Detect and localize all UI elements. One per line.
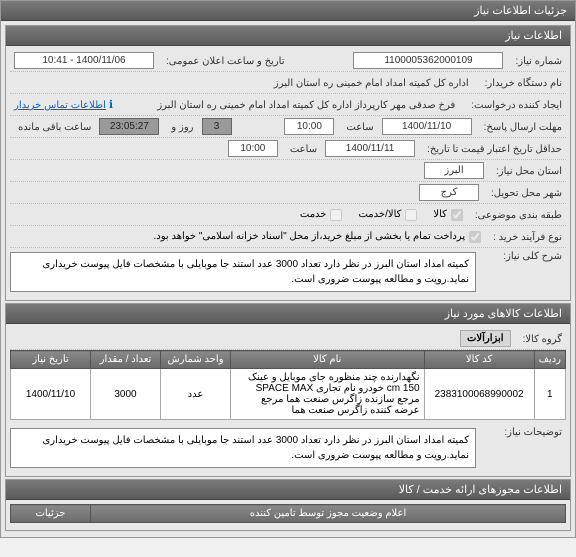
- table-cell: 2383100068990002: [424, 369, 534, 420]
- cb-service: [330, 209, 342, 221]
- need-number-value: 1100005362000109: [353, 52, 503, 69]
- buy-process-note: پرداخت تمام یا بخشی از مبلغ خرید،از محل …: [154, 231, 466, 242]
- table-cell: 1: [534, 369, 565, 420]
- table-header-row: ردیف کد کالا نام کالا واحد شمارش تعداد /…: [11, 351, 566, 369]
- row-goods-group: گروه کالا: ابزارآلات: [10, 328, 566, 350]
- main-panel-body: اطلاعات نیاز شماره نیاز: 110000536200010…: [1, 21, 575, 537]
- main-panel-header: جزئیات اطلاعات نیاز: [1, 1, 575, 21]
- goods-panel: اطلاعات کالاهای مورد نیاز گروه کالا: ابز…: [5, 303, 571, 477]
- cb-services-label: کالا/خدمت: [358, 209, 401, 220]
- row-subject-class: طبقه بندی موضوعی: کالا کالا/خدمت: [10, 204, 566, 226]
- deadline-time: 10:00: [284, 118, 334, 135]
- license-panel: اطلاعات مجوزهای ارائه خدمت / کالا اعلام …: [5, 479, 571, 531]
- time-label-1: ساعت: [342, 122, 373, 133]
- buyer-org-value: اداره کل کمیته امداد امام خمینی ره استان…: [274, 78, 473, 89]
- price-min-label: حداقل تاریخ اعتبار قیمت تا تاریخ:: [423, 144, 562, 155]
- main-panel: جزئیات اطلاعات نیاز اطلاعات نیاز شماره ن…: [0, 0, 576, 538]
- inner-th-2: جزئیات: [11, 505, 91, 523]
- table-cell: 3000: [91, 369, 161, 420]
- time-remaining: 23:05:27: [99, 118, 159, 135]
- table-cell: 1400/11/10: [11, 369, 91, 420]
- goods-group-label: گروه کالا:: [519, 334, 562, 345]
- th-row: ردیف: [534, 351, 565, 369]
- row-need-notes: توضیحات نیاز: کمیته امداد استان البرز در…: [10, 424, 566, 472]
- deadline-date: 1400/11/10: [382, 118, 472, 135]
- province-label: استان محل نیاز:: [492, 166, 562, 177]
- table-row: 12383100068990002نگهدارنده چند منظوره جا…: [11, 369, 566, 420]
- city-label: شهر محل تحویل:: [487, 188, 562, 199]
- row-price-date: حداقل تاریخ اعتبار قیمت تا تاریخ: 1400/1…: [10, 138, 566, 160]
- info-panel-header: اطلاعات نیاز: [6, 26, 570, 46]
- need-number-label: شماره نیاز:: [511, 56, 562, 67]
- th-name: نام کالا: [231, 351, 425, 369]
- row-province: استان محل نیاز: البرز: [10, 160, 566, 182]
- need-notes-value: کمیته امداد استان البرز در نظر دارد تعدا…: [10, 428, 476, 468]
- days-remaining: 3: [202, 118, 232, 135]
- goods-group-value: ابزارآلات: [460, 330, 511, 347]
- requester-label: ایجاد کننده درخواست:: [467, 100, 562, 111]
- license-panel-header: اطلاعات مجوزهای ارائه خدمت / کالا: [6, 480, 570, 500]
- requester-value: فرخ صدقی مهر کارپرداز اداره کل کمیته امد…: [157, 100, 459, 111]
- time-label-2: ساعت: [286, 144, 317, 155]
- inner-th-1: اعلام وضعیت مجوز توسط تامین کننده: [91, 505, 566, 523]
- contact-link[interactable]: اطلاعات تماس خریدار: [14, 100, 106, 111]
- th-qty: تعداد / مقدار: [91, 351, 161, 369]
- inner-table: اعلام وضعیت مجوز توسط تامین کننده جزئیات: [10, 504, 566, 523]
- table-cell: عدد: [161, 369, 231, 420]
- need-desc-label: شرح کلی نیاز:: [499, 251, 562, 262]
- province-value: البرز: [424, 162, 484, 179]
- row-need-number: شماره نیاز: 1100005362000109 تاریخ و ساع…: [10, 50, 566, 72]
- row-deadline: مهلت ارسال پاسخ: 1400/11/10 ساعت 10:00 3…: [10, 116, 566, 138]
- cb-goods-label: کالا: [433, 209, 447, 220]
- goods-panel-header: اطلاعات کالاهای مورد نیاز: [6, 304, 570, 324]
- row-buyer-org: نام دستگاه خریدار: اداره کل کمیته امداد …: [10, 72, 566, 94]
- city-value: کرج: [419, 184, 479, 201]
- remaining-label: ساعت باقی مانده: [14, 122, 91, 133]
- license-panel-body: اعلام وضعیت مجوز توسط تامین کننده جزئیات: [6, 500, 570, 530]
- cb-service-label: خدمت: [300, 209, 327, 220]
- subject-class-label: طبقه بندی موضوعی:: [471, 210, 562, 221]
- goods-panel-body: گروه کالا: ابزارآلات ردیف کد کالا نام کا…: [6, 324, 570, 476]
- th-code: کد کالا: [424, 351, 534, 369]
- table-cell: نگهدارنده چند منظوره جای موبایل و عینک c…: [231, 369, 425, 420]
- th-unit: واحد شمارش: [161, 351, 231, 369]
- day-label: روز و: [167, 122, 193, 133]
- main-container: جزئیات اطلاعات نیاز اطلاعات نیاز شماره ن…: [0, 0, 576, 538]
- info-panel: اطلاعات نیاز شماره نیاز: 110000536200010…: [5, 25, 571, 301]
- row-requester: ایجاد کننده درخواست: فرخ صدقی مهر کارپرد…: [10, 94, 566, 116]
- price-time: 10:00: [228, 140, 278, 157]
- goods-table: ردیف کد کالا نام کالا واحد شمارش تعداد /…: [10, 350, 566, 420]
- need-notes-label: توضیحات نیاز:: [500, 427, 562, 438]
- cb-buy-process: [469, 231, 481, 243]
- th-date: تاریخ نیاز: [11, 351, 91, 369]
- public-date-label: تاریخ و ساعت اعلان عمومی:: [162, 56, 285, 67]
- buyer-org-label: نام دستگاه خریدار:: [481, 78, 562, 89]
- buy-process-label: نوع فرآیند خرید :: [489, 232, 562, 243]
- info-icon: ℹ: [109, 99, 113, 111]
- row-buy-process: نوع فرآیند خرید : پرداخت تمام یا بخشی از…: [10, 226, 566, 248]
- row-city: شهر محل تحویل: کرج: [10, 182, 566, 204]
- deadline-label: مهلت ارسال پاسخ:: [480, 122, 562, 133]
- need-desc-value: کمیته امداد استان البرز در نظر دارد تعدا…: [10, 252, 476, 292]
- public-date-value: 1400/11/06 - 10:41: [14, 52, 154, 69]
- cb-goods: [451, 209, 463, 221]
- info-panel-body: شماره نیاز: 1100005362000109 تاریخ و ساع…: [6, 46, 570, 300]
- row-need-desc: شرح کلی نیاز: کمیته امداد استان البرز در…: [10, 248, 566, 296]
- price-date: 1400/11/11: [325, 140, 415, 157]
- cb-services: [405, 209, 417, 221]
